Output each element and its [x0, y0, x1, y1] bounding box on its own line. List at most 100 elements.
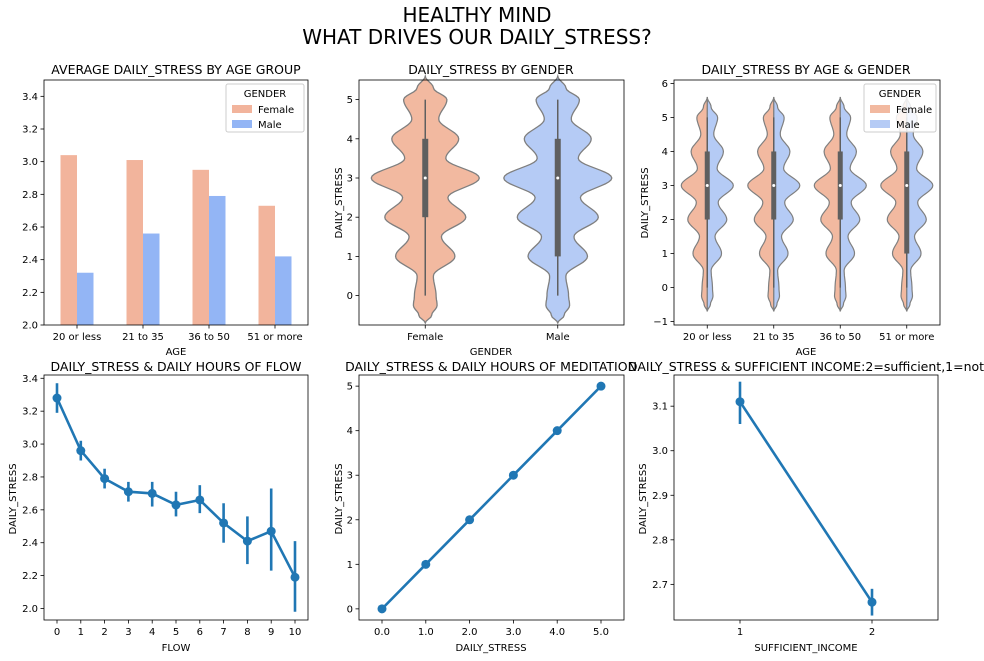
p5-ytick-label: 2 [347, 515, 353, 526]
p1-bar-female [126, 160, 143, 325]
p2-ytick-label: 5 [347, 95, 353, 106]
p1-bar-male [77, 272, 94, 325]
p3-xlabel: AGE [796, 347, 817, 358]
p5-ytick-label: 4 [347, 426, 353, 437]
stress-vs-meditation-point-chart: DAILY_STRESS & DAILY HOURS OF MEDITATION… [334, 359, 637, 654]
p3-median-dot [772, 183, 776, 187]
p3-median-dot [905, 183, 909, 187]
p3-violin-female [747, 96, 775, 312]
p3-violin-male [773, 96, 801, 312]
p4-xtick-label: 9 [268, 627, 274, 638]
p3-median-dot [705, 183, 709, 187]
p6-axes-frame [673, 374, 939, 621]
p4-series-line [55, 397, 297, 578]
p5-xtick-label: 3.0 [505, 627, 521, 638]
p4-point [266, 526, 276, 536]
p3-legend-label: Male [896, 120, 920, 131]
p6-series-line [738, 400, 874, 603]
p3-legend-swatch [870, 105, 890, 113]
p5-point [465, 515, 475, 525]
stress-by-age-gender-violin-chart: DAILY_STRESS BY AGE & GENDER AGE DAILY_S… [640, 62, 941, 358]
p2-axes-frame [358, 79, 625, 326]
p4-point [290, 572, 300, 582]
p3-ytick-label: 1 [662, 249, 668, 260]
p3-violin-female [680, 96, 708, 312]
p4-xtick-label: 6 [197, 627, 203, 638]
p3-legend-swatch [870, 120, 890, 128]
p1-title: AVERAGE DAILY_STRESS BY AGE GROUP [51, 62, 301, 77]
stress-vs-flow-point-chart: DAILY_STRESS & DAILY HOURS OF FLOW FLOW … [8, 359, 309, 654]
stress-vs-income-point-chart: DAILY_STRESS & SUFFICIENT INCOME:2=suffi… [628, 359, 984, 654]
p5-point [552, 426, 562, 436]
p1-bar-female [60, 155, 77, 325]
p3-xtick-label: 51 or more [879, 332, 934, 343]
p4-xtick-label: 5 [173, 627, 179, 638]
p4-ytick-label: 3.0 [22, 440, 38, 451]
p3-median-dot [838, 183, 842, 187]
p6-point [735, 397, 745, 407]
avg-stress-by-age-bar-chart: AVERAGE DAILY_STRESS BY AGE GROUP AGE 2.… [22, 62, 309, 358]
p5-xtick-label: 2.0 [462, 627, 478, 638]
p2-xlabel: GENDER [470, 347, 513, 358]
p1-xtick-label: 20 or less [53, 332, 102, 343]
p5-ytick-label: 1 [347, 560, 353, 571]
p4-ytick-label: 3.2 [22, 407, 38, 418]
p2-median-dot [556, 176, 560, 180]
p4-xtick-label: 4 [149, 627, 155, 638]
p6-title: DAILY_STRESS & SUFFICIENT INCOME:2=suffi… [628, 359, 984, 374]
p1-bar-male [275, 256, 292, 325]
p5-xtick-label: 4.0 [549, 627, 565, 638]
p5-point [377, 604, 387, 614]
p3-legend-label: Female [896, 105, 932, 116]
p6-ytick-label: 2.7 [652, 580, 668, 591]
p3-ytick-label: 5 [662, 113, 668, 124]
p6-xlabel: SUFFICIENT_INCOME [754, 643, 857, 654]
p1-ytick-label: 3.4 [22, 92, 38, 103]
p5-ylabel: DAILY_STRESS [334, 463, 345, 534]
p5-point [508, 470, 518, 480]
p5-title: DAILY_STRESS & DAILY HOURS OF MEDITATION [345, 359, 637, 374]
p3-ylabel: DAILY_STRESS [640, 167, 651, 238]
p4-title: DAILY_STRESS & DAILY HOURS OF FLOW [51, 359, 302, 374]
p5-point [596, 381, 606, 391]
p1-ytick-label: 3.2 [22, 125, 38, 136]
p3-ytick-label: 0 [662, 283, 668, 294]
p6-ytick-label: 2.8 [652, 535, 668, 546]
p1-ytick-label: 3.0 [22, 157, 38, 168]
p1-legend-title: GENDER [244, 89, 287, 100]
p3-ytick-label: 4 [662, 147, 668, 158]
p6-xtick-label: 2 [869, 627, 875, 638]
p4-point [219, 518, 229, 528]
p4-point [147, 488, 157, 498]
figure-title-line1: HEALTHY MIND [402, 3, 551, 27]
p3-xtick-label: 21 to 35 [753, 332, 795, 343]
p4-xlabel: FLOW [162, 643, 191, 654]
p1-bar-female [192, 169, 209, 325]
p2-ytick-label: 4 [347, 134, 353, 145]
p5-series-line [381, 385, 602, 610]
p4-point [52, 393, 62, 403]
p4-point [242, 536, 252, 546]
p2-title: DAILY_STRESS BY GENDER [408, 62, 574, 77]
p5-xlabel: DAILY_STRESS [455, 643, 526, 654]
p1-xtick-label: 36 to 50 [188, 332, 230, 343]
p2-ytick-label: 3 [347, 174, 353, 185]
p3-violin-male [706, 96, 734, 312]
p2-ytick-label: 0 [347, 291, 353, 302]
p4-ytick-label: 3.4 [22, 374, 38, 385]
p3-iqr-box [904, 151, 910, 254]
p5-axes-frame [358, 374, 625, 621]
p1-ytick-label: 2.2 [22, 288, 38, 299]
p4-xtick-label: 2 [101, 627, 107, 638]
p4-xtick-label: 0 [54, 627, 60, 638]
p4-point [76, 446, 86, 456]
p1-ytick-label: 2.8 [22, 190, 38, 201]
p1-legend-swatch [232, 120, 252, 128]
p4-ytick-label: 2.4 [22, 538, 38, 549]
p1-ytick-label: 2.4 [22, 255, 38, 266]
p3-ytick-label: 2 [662, 215, 668, 226]
p6-ytick-label: 3.1 [652, 402, 668, 413]
p3-violin-female [813, 96, 841, 312]
p6-point [867, 597, 877, 607]
p4-ytick-label: 2.8 [22, 472, 38, 483]
